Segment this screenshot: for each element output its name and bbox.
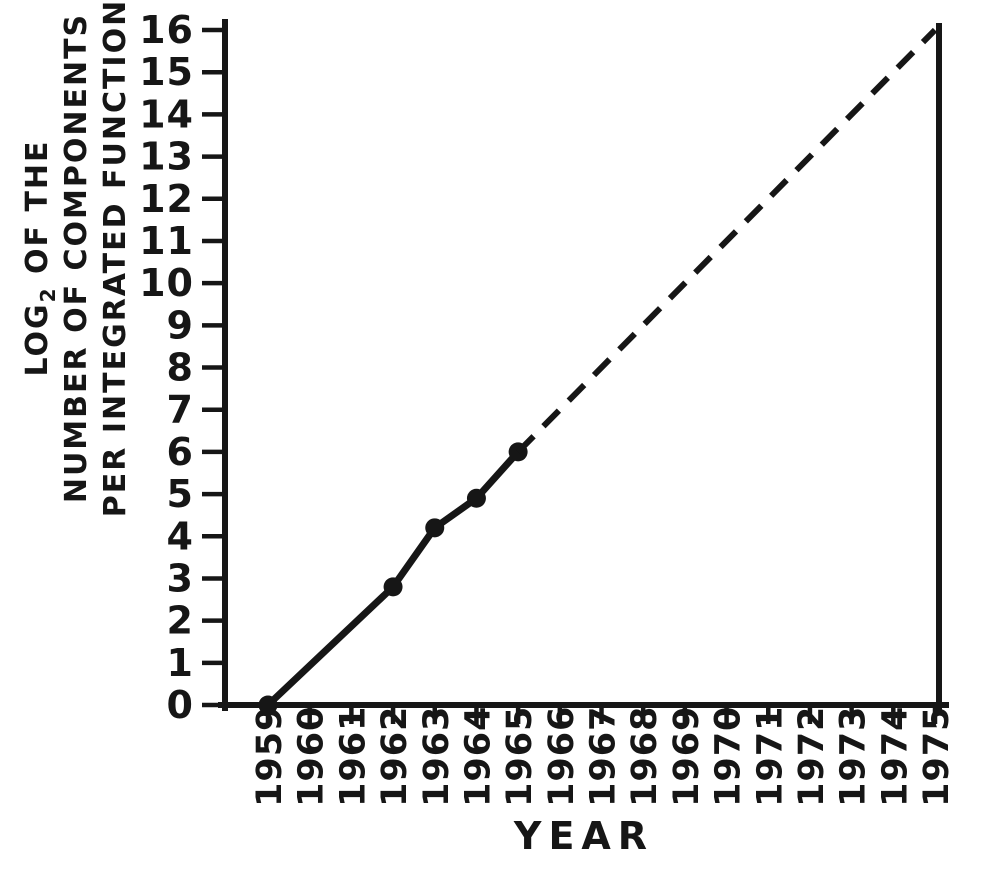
y-tick-label: 8: [167, 346, 194, 390]
y-tick-label: 4: [167, 514, 194, 558]
x-tick-label: 1969: [667, 706, 707, 807]
axes: [218, 19, 949, 711]
x-axis-title: YEAR: [513, 814, 654, 858]
x-tick-label: 1966: [542, 706, 582, 807]
y-tick-label: 16: [139, 8, 194, 52]
x-axis: 1959 1960 1961 1962 1963 1964 1965 1966 1967 1968…: [250, 706, 957, 807]
x-tick-label: 1970: [709, 706, 749, 807]
measured-data-point: [466, 488, 486, 508]
x-tick-label: 1967: [584, 706, 624, 807]
y-tick-label: 3: [167, 556, 194, 600]
measured-data-point: [425, 518, 445, 538]
y-tick-label: 5: [167, 472, 194, 516]
x-tick-label: 1962: [375, 706, 415, 807]
y-tick-label: 14: [139, 92, 194, 136]
y-tick-label: 13: [139, 135, 194, 179]
y-tick-label: 1: [167, 641, 194, 685]
x-tick-label: 1972: [792, 706, 832, 807]
measured-data-point: [383, 577, 403, 597]
y-tick-label: 10: [139, 261, 194, 305]
x-tick-label: 1973: [834, 706, 874, 807]
x-tick-label: 1974: [875, 706, 915, 807]
x-tick-label: 1968: [625, 706, 665, 807]
y-tick-label: 15: [139, 50, 194, 94]
y-axis-title-line: NUMBER OF COMPONENTS: [59, 13, 94, 503]
x-tick-label: 1963: [417, 706, 457, 807]
y-tick-label: 2: [167, 599, 194, 643]
x-tick-label: 1965: [500, 706, 540, 807]
x-tick-label: 1964: [458, 706, 498, 807]
x-tick-label: 1960: [292, 706, 332, 807]
projected-line: [515, 27, 938, 454]
x-tick-label: 1959: [250, 706, 290, 807]
y-tick-label: 7: [167, 388, 194, 432]
y-axis-title-line: PER INTEGRATED FUNCTION: [98, 0, 133, 517]
y-tick-label: 11: [139, 219, 194, 263]
y-tick-label: 6: [167, 430, 194, 474]
x-tick-label: 1975: [917, 706, 957, 807]
y-tick-label: 0: [167, 683, 194, 727]
y-axis-title-line: LOG2 OF THE: [20, 139, 60, 376]
plot-series: [258, 27, 938, 715]
y-axis-title: LOG2 OF THE NUMBER OF COMPONENTS PER INTEG…: [20, 0, 133, 517]
y-tick-label: 9: [167, 303, 194, 347]
x-tick-label: 1971: [750, 706, 790, 807]
y-tick-label: 12: [139, 177, 194, 221]
measured-data-point: [258, 695, 278, 715]
x-tick-label: 1961: [333, 706, 373, 807]
